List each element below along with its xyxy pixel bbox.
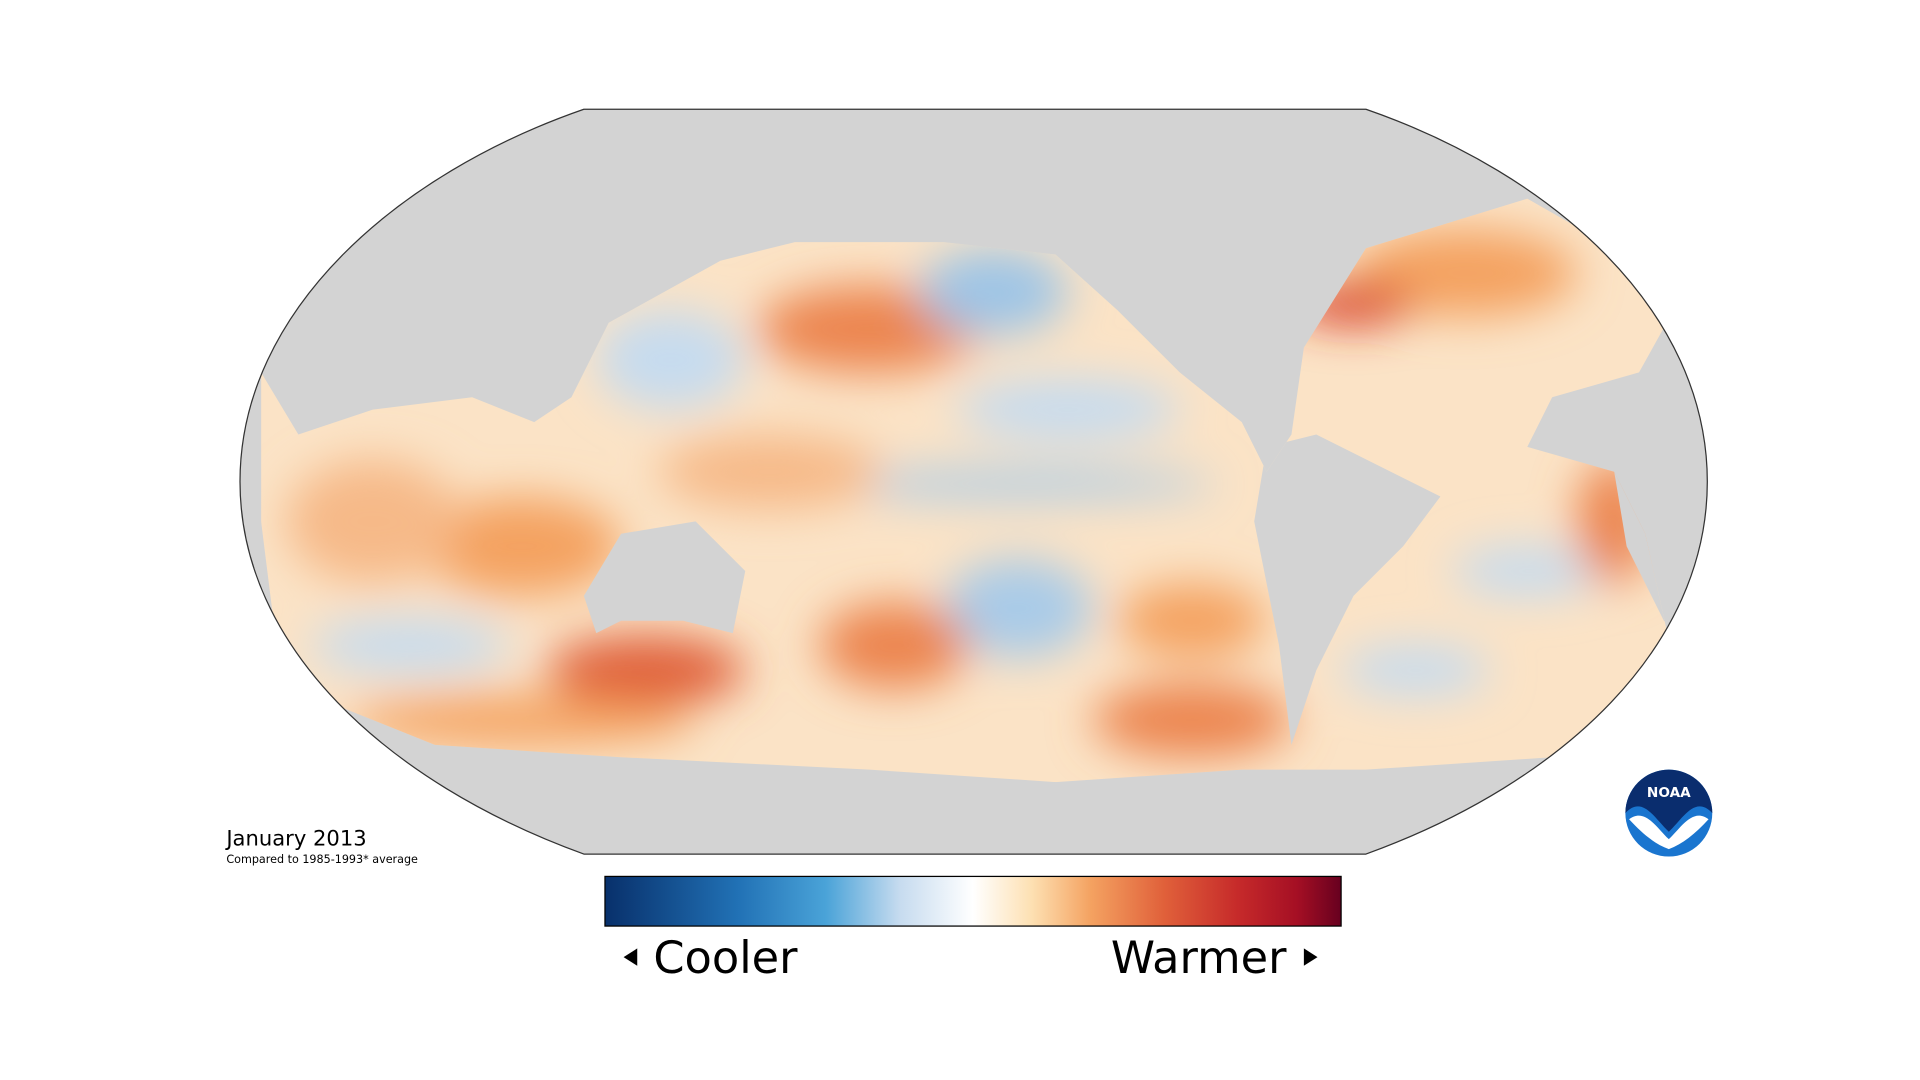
map-title: January 2013 <box>224 825 366 850</box>
map-subtitle: Compared to 1985-1993* average <box>226 853 418 866</box>
cooler-label: Cooler <box>653 932 798 984</box>
map-outline <box>239 108 1708 855</box>
south-america <box>1254 434 1441 745</box>
noaa-logo: NOAA <box>1625 769 1713 857</box>
australia <box>583 521 746 634</box>
map-body <box>240 109 1708 855</box>
warmer-arrow <box>1303 948 1318 966</box>
warmer-label: Warmer <box>1111 932 1287 984</box>
cooler-arrow <box>623 948 638 966</box>
color-scale <box>604 875 1342 927</box>
logo-text: NOAA <box>1647 785 1691 801</box>
